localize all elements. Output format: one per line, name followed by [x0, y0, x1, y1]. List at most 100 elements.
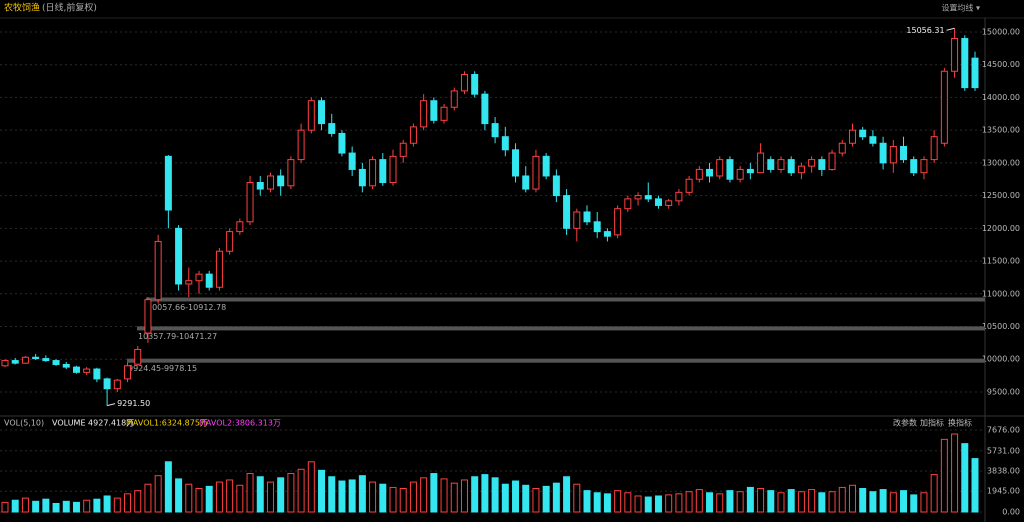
- candle-body: [654, 198, 662, 206]
- indicator-name: VOL(5,10): [4, 419, 44, 428]
- candle-body: [491, 123, 499, 138]
- candle-body: [307, 100, 315, 131]
- y-tick-label: 7676.00: [987, 426, 1020, 435]
- volume-bar: [889, 492, 897, 513]
- candle-body: [746, 168, 754, 174]
- candle-body: [83, 368, 91, 373]
- candle-body: [512, 149, 520, 177]
- candle-body: [205, 273, 213, 288]
- candle-body: [614, 208, 622, 236]
- candle-body: [246, 182, 254, 223]
- volume-bar: [1, 501, 9, 513]
- volume-bar: [675, 493, 683, 513]
- volume-bar: [348, 479, 356, 513]
- volume-bar: [450, 482, 458, 513]
- volume-bar: [736, 491, 744, 513]
- candle-body: [797, 165, 805, 174]
- candle-body: [736, 168, 744, 180]
- candle-body: [726, 159, 734, 180]
- candle-body: [920, 159, 928, 174]
- volume-bar: [522, 484, 530, 513]
- volume-bar: [164, 461, 172, 513]
- candle-body: [72, 366, 80, 373]
- candle-body: [338, 132, 346, 154]
- volume-bar: [542, 485, 550, 513]
- volume-bar: [430, 473, 438, 513]
- candle-body: [113, 379, 121, 390]
- mavol1-label: MAVOL1:6324.875万: [126, 419, 208, 428]
- candle-body: [93, 368, 101, 380]
- volume-bar: [277, 477, 285, 513]
- y-tick-label: 14500.00: [982, 60, 1020, 69]
- volume-bar: [563, 476, 571, 513]
- volume-bar: [654, 495, 662, 513]
- volume-bar: [828, 491, 836, 513]
- volume-bar: [124, 493, 132, 513]
- candle-body: [42, 358, 50, 362]
- candle-body: [389, 155, 397, 184]
- button[interactable]: 改参数: [893, 418, 917, 428]
- candle-body: [869, 136, 877, 144]
- extreme-pointer: [106, 403, 116, 407]
- volume-bar: [961, 443, 969, 513]
- candle-body: [501, 136, 509, 151]
- zone-band: [127, 358, 985, 363]
- y-tick-label: 12500.00: [982, 191, 1020, 200]
- candle-body: [848, 129, 856, 144]
- ma-button[interactable]: 设置均线 ▾: [941, 3, 980, 13]
- candle-body: [1, 360, 9, 367]
- candle-body: [624, 198, 632, 210]
- volume-bar: [369, 481, 377, 513]
- button[interactable]: 换指标: [948, 418, 972, 428]
- candle-body: [144, 299, 152, 334]
- candle-body: [563, 195, 571, 229]
- volume-bar: [358, 475, 366, 513]
- volume-bar: [512, 480, 520, 513]
- volume-bar: [869, 491, 877, 513]
- candle-body: [164, 155, 172, 211]
- volume-bar: [593, 492, 601, 513]
- candle-body: [522, 175, 530, 190]
- candle-body: [940, 70, 948, 144]
- extreme-pointer: [946, 27, 955, 31]
- candle-body: [706, 168, 714, 177]
- y-tick-label: 12000.00: [982, 224, 1020, 233]
- candle-body: [287, 159, 295, 187]
- volume-bar: [532, 487, 540, 513]
- candle-body: [21, 356, 29, 364]
- volume-bar: [246, 473, 254, 513]
- candle-body: [787, 159, 795, 174]
- candle-body: [450, 90, 458, 108]
- volume-bar: [236, 484, 244, 513]
- volume-bar: [307, 461, 315, 513]
- volume-bar: [195, 487, 203, 513]
- volume-bar: [910, 494, 918, 513]
- chart-title: 农牧饲渔: [4, 2, 40, 14]
- volume-bar: [266, 481, 274, 513]
- candle-body: [828, 152, 836, 170]
- candle-body: [951, 38, 959, 72]
- candle-body: [369, 159, 377, 187]
- zone-band: [137, 326, 985, 331]
- volume-bar: [552, 482, 560, 513]
- volume-bar: [603, 493, 611, 513]
- volume-bar: [767, 490, 775, 513]
- candle-body: [552, 175, 560, 197]
- volume-bar: [583, 490, 591, 513]
- candle-body: [52, 360, 60, 365]
- candle-body: [175, 227, 183, 285]
- volume-bar: [573, 483, 581, 513]
- volume-bar: [175, 478, 183, 513]
- candle-body: [409, 126, 417, 144]
- volume-bar: [726, 490, 734, 513]
- candle-body: [695, 168, 703, 180]
- candle-body: [716, 159, 724, 177]
- volume-bar: [379, 483, 387, 513]
- button[interactable]: 加指标: [920, 418, 944, 428]
- candle-body: [256, 182, 264, 190]
- volume-bar: [440, 478, 448, 513]
- candle-body: [644, 195, 652, 200]
- y-tick-label: 11000.00: [982, 289, 1020, 298]
